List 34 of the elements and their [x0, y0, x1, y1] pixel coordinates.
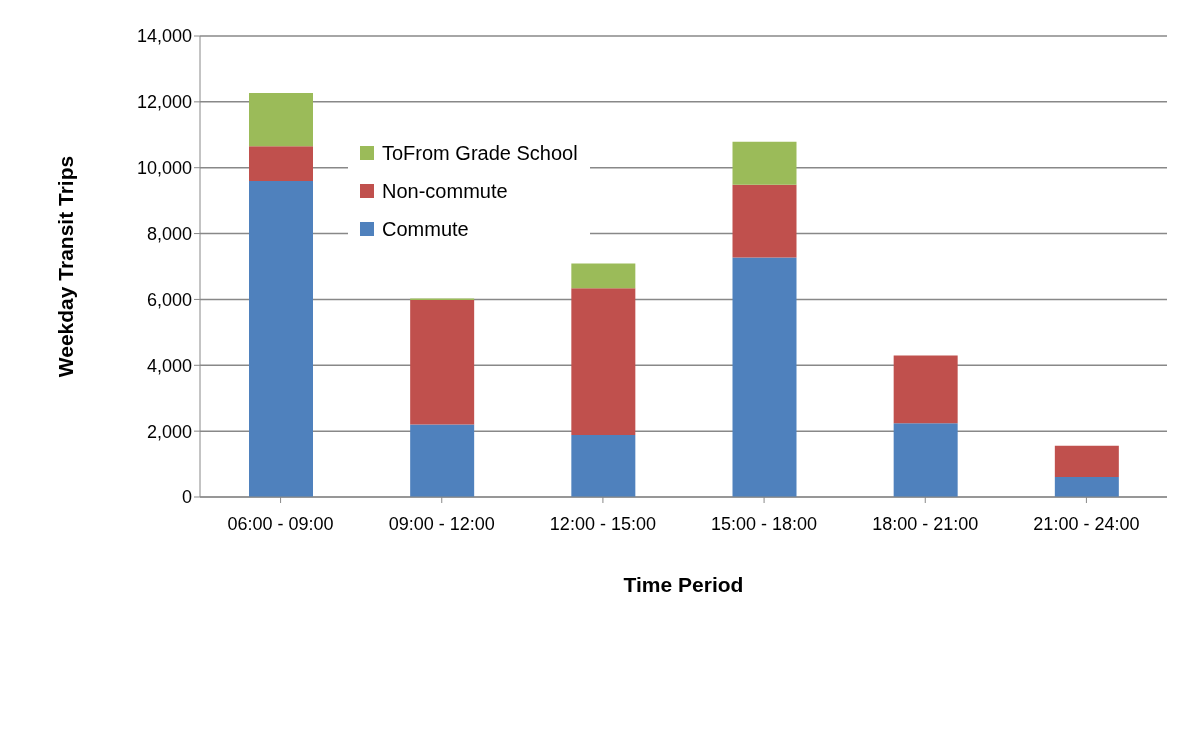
- bar: [249, 180, 313, 497]
- y-tick-label: 14,000: [136, 26, 192, 47]
- y-tick-label: 8,000: [146, 223, 192, 244]
- x-tick-label: 06:00 - 09:00: [227, 513, 334, 534]
- bar: [893, 423, 958, 497]
- bar: [571, 263, 636, 289]
- x-tick-label: 18:00 - 21:00: [872, 513, 979, 534]
- bar: [732, 141, 797, 185]
- x-tick-label: 09:00 - 12:00: [388, 513, 495, 534]
- x-tick-label: 12:00 - 15:00: [549, 513, 656, 534]
- y-tick-label: 0: [181, 487, 192, 508]
- bar: [571, 435, 636, 497]
- x-tick-label: 21:00 - 24:00: [1033, 513, 1140, 534]
- bar: [1054, 445, 1119, 477]
- bar: [732, 184, 797, 258]
- y-tick-label: 4,000: [146, 355, 192, 376]
- y-tick-label: 2,000: [146, 421, 192, 442]
- legend-label: Commute: [382, 217, 469, 241]
- bar: [1054, 476, 1119, 497]
- legend-label: Non-commute: [382, 179, 508, 203]
- bar: [249, 146, 313, 181]
- y-tick-label: 12,000: [136, 92, 192, 113]
- y-axis-title: Weekday Transit Trips: [54, 155, 78, 378]
- bar: [893, 355, 958, 424]
- bar: [571, 288, 636, 436]
- bar: [410, 300, 475, 425]
- bar: [249, 92, 313, 147]
- legend-label: ToFrom Grade School: [382, 141, 578, 165]
- x-axis-title: Time Period: [623, 573, 744, 596]
- bar: [410, 424, 475, 497]
- x-tick-label: 15:00 - 18:00: [711, 513, 818, 534]
- bar: [732, 257, 797, 497]
- y-tick-label: 6,000: [146, 289, 192, 310]
- y-tick-label: 10,000: [136, 158, 192, 179]
